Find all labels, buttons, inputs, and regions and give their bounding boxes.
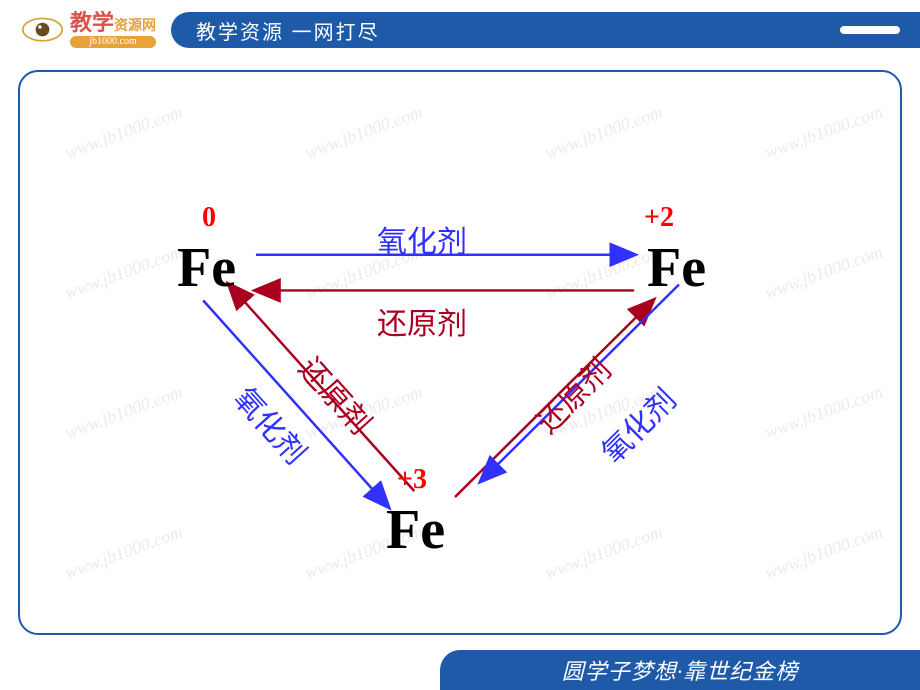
- node-symbol: Fe: [647, 240, 706, 296]
- logo-part1: 教学: [70, 10, 114, 35]
- logo-text: 教学资源网 jb1000.com: [70, 12, 156, 48]
- node-symbol: Fe: [177, 240, 236, 296]
- main-frame: www.jb1000.comwww.jb1000.comwww.jb1000.c…: [18, 70, 902, 635]
- edge-label: 氧化剂: [377, 217, 467, 261]
- header: 教学资源网 jb1000.com 教学资源 一网打尽: [0, 0, 920, 60]
- footer: 圆学子梦想·靠世纪金榜: [440, 650, 920, 690]
- oxidation-state: +3: [397, 464, 427, 496]
- edge-label: 还原剂: [377, 299, 467, 343]
- footer-text: 圆学子梦想·靠世纪金榜: [562, 654, 799, 686]
- node-symbol: Fe: [386, 502, 445, 558]
- eye-icon: [20, 15, 65, 45]
- fe-oxidation-diagram: Fe0Fe+2Fe+3 氧化剂还原剂氧化剂还原剂还原剂氧化剂: [20, 72, 900, 633]
- arrow-svg: [20, 72, 900, 633]
- logo-main: 教学资源网: [70, 12, 156, 34]
- node-Fe2: Fe: [647, 240, 706, 296]
- logo-part2: 资源网: [114, 19, 156, 34]
- header-logo: 教学资源网 jb1000.com: [20, 12, 156, 48]
- oxidation-state: 0: [202, 202, 216, 234]
- logo-url: jb1000.com: [70, 36, 156, 48]
- banner-text: 教学资源 一网打尽: [196, 16, 380, 45]
- header-banner: 教学资源 一网打尽: [171, 12, 920, 48]
- oxidation-state: +2: [644, 202, 674, 234]
- header-dots: [873, 26, 905, 34]
- node-Fe3: Fe: [386, 502, 445, 558]
- node-Fe0: Fe: [177, 240, 236, 296]
